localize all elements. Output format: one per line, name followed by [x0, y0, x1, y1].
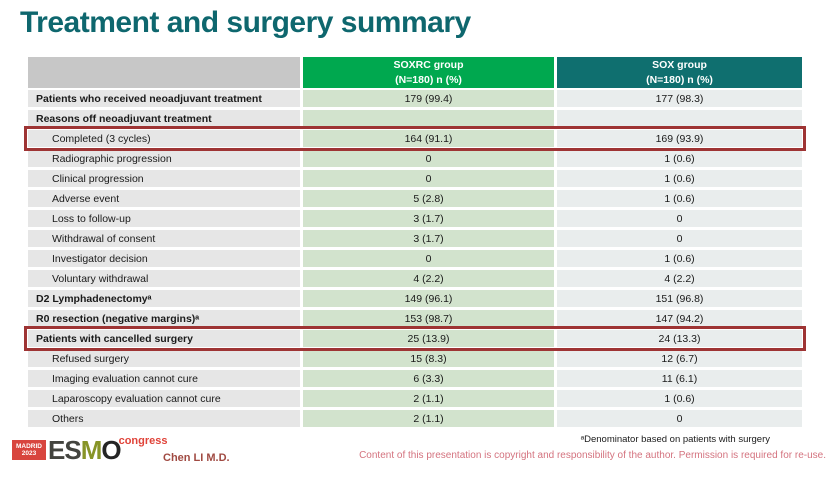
presenter-name: Chen LI M.D. [163, 452, 230, 464]
table-header-row: SOXRC group (N=180) n (%) SOX group (N=1… [28, 57, 802, 88]
row-soxrc-value: 153 (98.7) [303, 310, 554, 327]
madrid-2023-badge: MADRID 2023 [12, 439, 46, 461]
row-sox-value: 24 (13.3) [557, 330, 802, 347]
esmo-letter: M [80, 435, 103, 465]
table-row: Investigator decision 0 1 (0.6) [28, 250, 802, 267]
table-row: Radiographic progression 0 1 (0.6) [28, 150, 802, 167]
row-soxrc-value: 25 (13.9) [303, 330, 554, 347]
row-label: Patients who received neoadjuvant treatm… [28, 90, 300, 107]
row-soxrc-value [303, 110, 554, 127]
header-sox-line2: (N=180) n (%) [646, 73, 713, 86]
row-soxrc-value: 0 [303, 150, 554, 167]
row-label: Reasons off neoadjuvant treatment [28, 110, 300, 127]
page-title: Treatment and surgery summary [20, 6, 471, 39]
table-row: Loss to follow-up 3 (1.7) 0 [28, 210, 802, 227]
row-soxrc-value: 15 (8.3) [303, 350, 554, 367]
table-row: Others 2 (1.1) 0 [28, 410, 802, 427]
logo-venue: MADRID [16, 442, 42, 450]
row-label: Withdrawal of consent [28, 230, 300, 247]
header-soxrc-group: SOXRC group (N=180) n (%) [303, 57, 554, 88]
row-sox-value: 151 (96.8) [557, 290, 802, 307]
table-body: Patients who received neoadjuvant treatm… [24, 90, 806, 427]
row-sox-value: 1 (0.6) [557, 170, 802, 187]
row-sox-value: 147 (94.2) [557, 310, 802, 327]
row-soxrc-value: 3 (1.7) [303, 210, 554, 227]
row-soxrc-value: 4 (2.2) [303, 270, 554, 287]
row-soxrc-value: 2 (1.1) [303, 390, 554, 407]
table-row: Laparoscopy evaluation cannot cure 2 (1.… [28, 390, 802, 407]
esmo-letter: S [64, 435, 81, 465]
table-row: R0 resection (negative margins)ᵃ 153 (98… [28, 310, 802, 327]
row-soxrc-value: 179 (99.4) [303, 90, 554, 107]
table-row: Reasons off neoadjuvant treatment [28, 110, 802, 127]
row-label: R0 resection (negative margins)ᵃ [28, 310, 300, 327]
row-sox-value: 1 (0.6) [557, 250, 802, 267]
table-row: D2 Lymphadenectomyᵃ 149 (96.1) 151 (96.8… [28, 290, 802, 307]
row-sox-value: 169 (93.9) [557, 130, 802, 147]
row-sox-value: 1 (0.6) [557, 150, 802, 167]
esmo-congress-logo: MADRID 2023 ESMO congress [12, 435, 170, 465]
row-label: Patients with cancelled surgery [28, 330, 300, 347]
header-soxrc-line1: SOXRC group [393, 59, 464, 72]
row-soxrc-value: 5 (2.8) [303, 190, 554, 207]
header-sox-line1: SOX group [652, 59, 707, 72]
row-label: Voluntary withdrawal [28, 270, 300, 287]
header-sox-group: SOX group (N=180) n (%) [557, 57, 802, 88]
table-row: Patients with cancelled surgery 25 (13.9… [24, 326, 806, 351]
table-row: Completed (3 cycles) 164 (91.1) 169 (93.… [24, 126, 806, 151]
esmo-wordmark: ESMO [48, 435, 122, 465]
row-label: Loss to follow-up [28, 210, 300, 227]
row-sox-value: 1 (0.6) [557, 390, 802, 407]
row-soxrc-value: 6 (3.3) [303, 370, 554, 387]
row-soxrc-value: 2 (1.1) [303, 410, 554, 427]
table-footnote: ᵃDenominator based on patients with surg… [580, 434, 770, 445]
congress-label: congress [118, 435, 168, 447]
row-sox-value: 0 [557, 230, 802, 247]
row-label: Adverse event [28, 190, 300, 207]
row-label: Others [28, 410, 300, 427]
row-sox-value: 12 (6.7) [557, 350, 802, 367]
row-sox-value [557, 110, 802, 127]
copyright-notice: Content of this presentation is copyrigh… [359, 450, 826, 461]
row-sox-value: 177 (98.3) [557, 90, 802, 107]
row-soxrc-value: 149 (96.1) [303, 290, 554, 307]
logo-year: 2023 [21, 450, 37, 457]
row-sox-value: 11 (6.1) [557, 370, 802, 387]
row-soxrc-value: 3 (1.7) [303, 230, 554, 247]
table-row: Refused surgery 15 (8.3) 12 (6.7) [28, 350, 802, 367]
row-label: Refused surgery [28, 350, 300, 367]
row-soxrc-value: 0 [303, 250, 554, 267]
row-sox-value: 0 [557, 410, 802, 427]
table-row: Clinical progression 0 1 (0.6) [28, 170, 802, 187]
table-row: Adverse event 5 (2.8) 1 (0.6) [28, 190, 802, 207]
row-sox-value: 4 (2.2) [557, 270, 802, 287]
summary-table: SOXRC group (N=180) n (%) SOX group (N=1… [24, 57, 806, 430]
esmo-letter: O [101, 435, 121, 465]
table-row: Withdrawal of consent 3 (1.7) 0 [28, 230, 802, 247]
row-label: Completed (3 cycles) [28, 130, 300, 147]
row-soxrc-value: 164 (91.1) [303, 130, 554, 147]
row-label: D2 Lymphadenectomyᵃ [28, 290, 300, 307]
row-label: Clinical progression [28, 170, 300, 187]
row-label: Radiographic progression [28, 150, 300, 167]
header-empty-cell [28, 57, 300, 88]
table-row: Imaging evaluation cannot cure 6 (3.3) 1… [28, 370, 802, 387]
esmo-letter: E [48, 435, 65, 465]
row-label: Investigator decision [28, 250, 300, 267]
row-label: Imaging evaluation cannot cure [28, 370, 300, 387]
table-row: Patients who received neoadjuvant treatm… [28, 90, 802, 107]
row-soxrc-value: 0 [303, 170, 554, 187]
row-sox-value: 1 (0.6) [557, 190, 802, 207]
row-label: Laparoscopy evaluation cannot cure [28, 390, 300, 407]
row-sox-value: 0 [557, 210, 802, 227]
table-row: Voluntary withdrawal 4 (2.2) 4 (2.2) [28, 270, 802, 287]
header-soxrc-line2: (N=180) n (%) [395, 73, 462, 86]
